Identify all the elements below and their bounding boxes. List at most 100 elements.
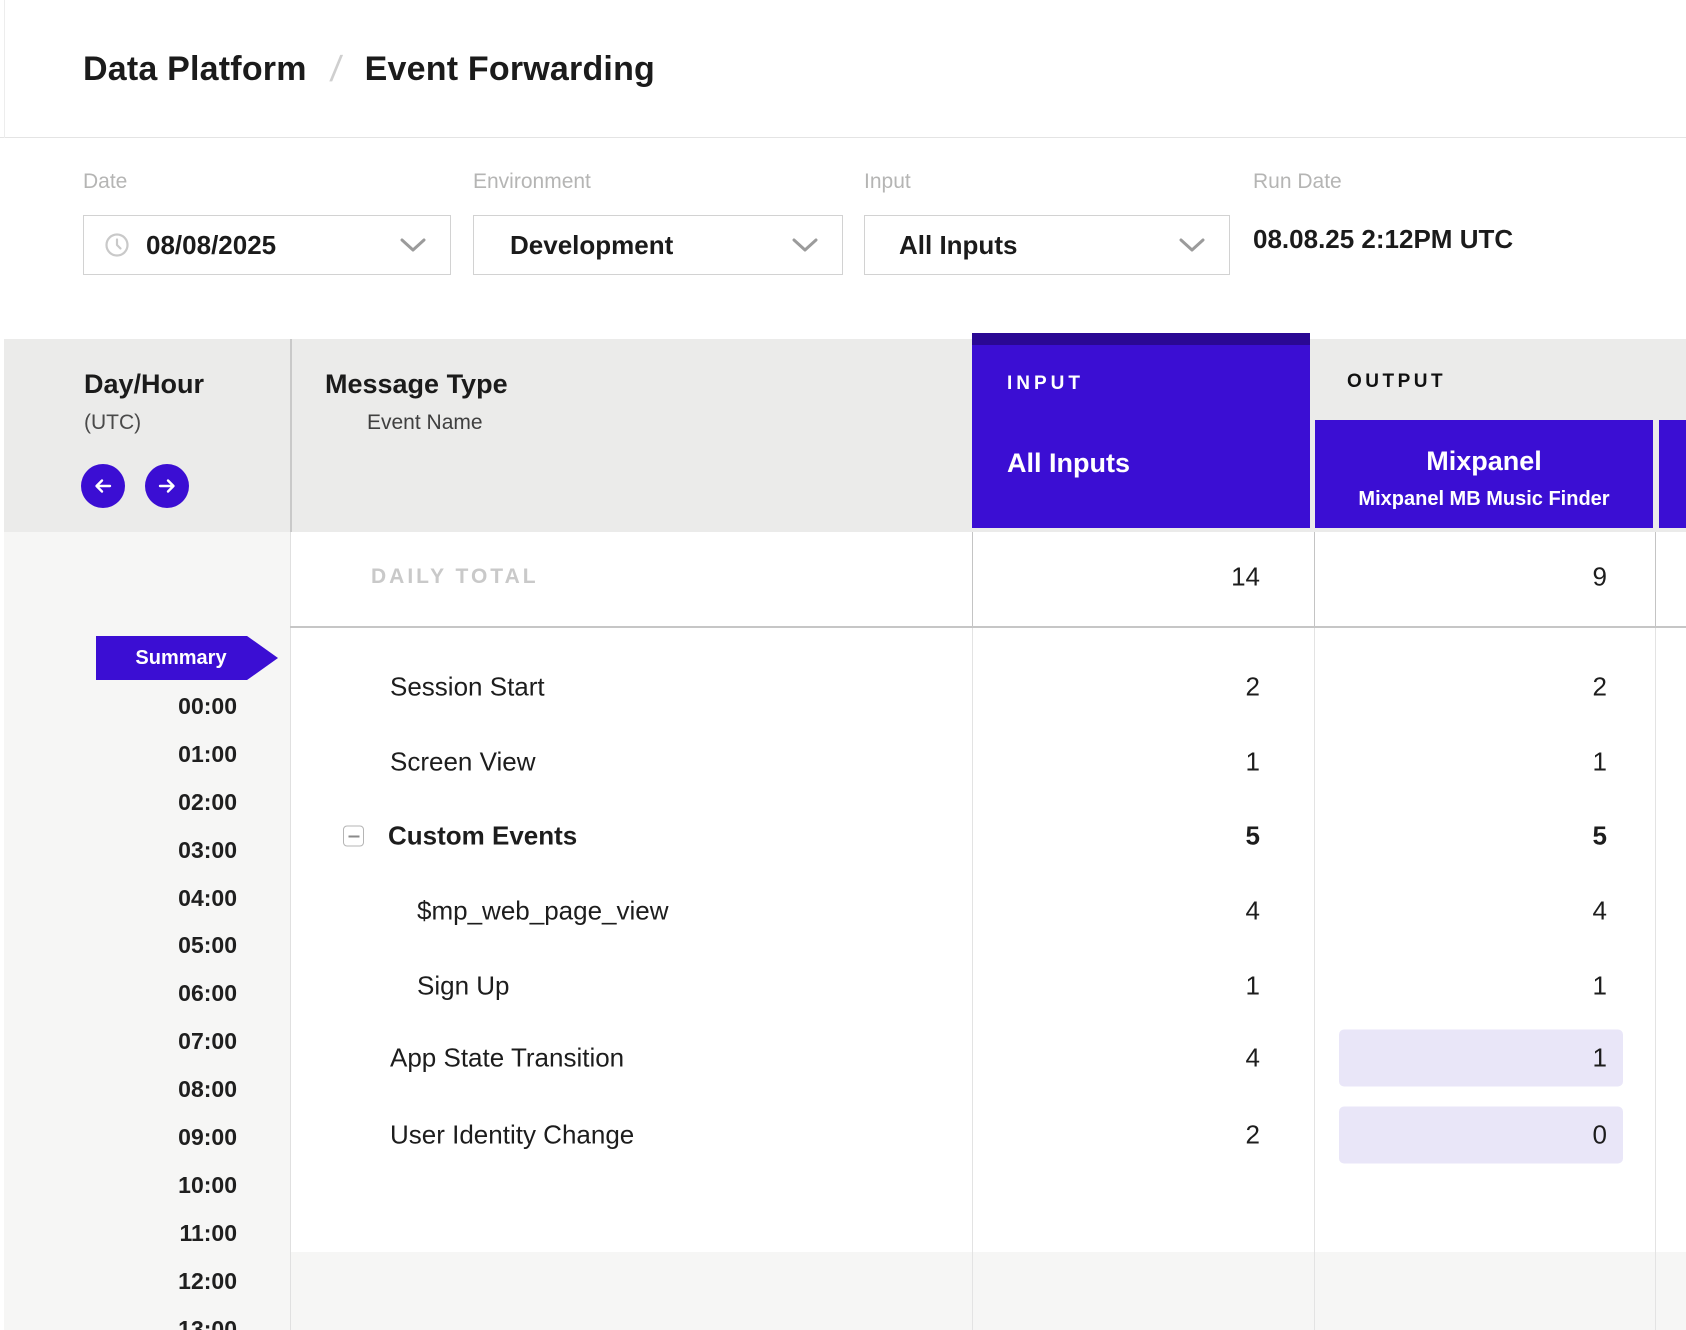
date-filter-label: Date [83,170,128,193]
input-dropdown[interactable]: All Inputs [864,215,1230,275]
day-hour-column-subtitle: (UTC) [84,411,142,434]
input-column-header: INPUT All Inputs [972,333,1310,528]
table-row-sign-up: Sign Up 1 1 [290,957,1686,1015]
message-type-column-title: Message Type [325,369,508,399]
output-column-name: Mixpanel [1426,446,1542,476]
event-group-name: Custom Events [388,820,578,851]
event-name: Sign Up [417,970,510,1001]
output-column-header: Mixpanel Mixpanel MB Music Finder [1315,420,1653,528]
hour-row-13[interactable]: 13:00 [178,1315,237,1330]
input-filter-label: Input [864,170,911,193]
chevron-down-icon [792,238,818,252]
message-type-column-subtitle: Event Name [367,411,483,434]
input-count: 2 [1245,671,1260,702]
collapse-icon[interactable] [343,825,364,847]
hour-row-06[interactable]: 06:00 [178,980,237,1007]
output-count-highlighted: 0 [1339,1106,1623,1164]
input-dropdown-value: All Inputs [899,229,1018,260]
next-output-column-header-partial [1659,420,1686,528]
date-dropdown-value: 08/08/2025 [146,229,277,260]
chevron-down-icon [400,238,426,252]
hours-list: 00:00 01:00 02:00 03:00 04:00 05:00 06:0… [4,683,237,1330]
environment-filter-label: Environment [473,170,591,193]
table-row-session-start: Session Start 2 2 [290,658,1686,716]
input-column-line [972,532,973,628]
day-hour-column: Summary 00:00 01:00 02:00 03:00 04:00 05… [4,532,290,1330]
hour-row-09[interactable]: 09:00 [178,1124,237,1151]
output-count: 4 [1592,895,1607,926]
clock-icon [105,233,129,257]
table-row-user-identity-change: User Identity Change 2 0 [290,1106,1686,1164]
daily-total-label: DAILY TOTAL [371,565,539,588]
next-day-button[interactable] [145,464,189,508]
header-column-divider [290,339,292,532]
summary-label: Summary [135,646,227,669]
run-date-label: Run Date [1253,170,1342,193]
date-dropdown[interactable]: 08/08/2025 [83,215,451,275]
hour-row-02[interactable]: 02:00 [178,788,237,815]
chevron-down-icon [1179,238,1205,252]
input-count: 2 [1245,1119,1260,1150]
daily-total-output-value: 9 [1592,561,1607,592]
event-name: Screen View [390,746,536,777]
table-row-app-state-transition: App State Transition 4 1 [290,1029,1686,1087]
hour-row-11[interactable]: 11:00 [179,1219,237,1246]
daily-total-input-value: 14 [1231,561,1260,592]
topbar: Data Platform / Event Forwarding [0,0,1686,138]
page-title: Event Forwarding [364,49,656,88]
hour-row-07[interactable]: 07:00 [178,1028,237,1055]
breadcrumb: Data Platform / Event Forwarding [83,0,655,138]
table-row-custom-events: Custom Events 5 5 [290,807,1686,865]
table-row-screen-view: Screen View 1 1 [290,733,1686,791]
hour-row-00[interactable]: 00:00 [178,693,237,719]
arrow-left-icon [95,479,112,493]
body-column-divider [290,532,291,1330]
hour-row-01[interactable]: 01:00 [178,740,237,767]
output-column-kicker: OUTPUT [1347,371,1447,392]
event-name: $mp_web_page_view [417,895,669,926]
output-count: 1 [1592,970,1607,1001]
input-count: 1 [1245,746,1260,777]
input-count: 4 [1245,1042,1260,1073]
day-hour-column-title: Day/Hour [84,369,205,399]
output-count: 5 [1592,820,1607,851]
next-column-line [1655,628,1656,1330]
run-date-value: 08.08.25 2:12PM UTC [1253,224,1514,254]
filter-bar: Date Environment Input Run Date 08/08/20… [0,138,1686,339]
daily-total-row: DAILY TOTAL 14 9 [290,548,1686,606]
hour-row-04[interactable]: 04:00 [178,884,237,911]
summary-row-selector[interactable]: Summary [96,636,278,680]
input-column-line [972,628,973,1330]
table-footer-area [291,1252,1686,1330]
table-row-mp-web-page-view: $mp_web_page_view 4 4 [290,882,1686,940]
hour-row-10[interactable]: 10:00 [178,1171,237,1198]
output-column-line [1314,628,1315,1330]
environment-dropdown[interactable]: Development [473,215,843,275]
input-column-kicker: INPUT [1007,373,1084,394]
output-count: 2 [1592,671,1607,702]
input-count: 4 [1245,895,1260,926]
output-count: 1 [1592,746,1607,777]
event-name: App State Transition [390,1042,625,1073]
next-column-line [1655,532,1656,628]
input-count: 1 [1245,970,1260,1001]
input-count: 5 [1245,820,1260,851]
daily-total-divider [290,626,1686,628]
hour-row-08[interactable]: 08:00 [178,1076,237,1103]
event-name: User Identity Change [390,1119,635,1150]
hour-row-12[interactable]: 12:00 [178,1267,237,1294]
input-column-header-accent [972,333,1310,345]
input-column-name: All Inputs [1007,448,1130,478]
breadcrumb-section[interactable]: Data Platform [83,49,307,88]
breadcrumb-separator: / [327,48,344,89]
arrow-right-icon [158,479,175,493]
output-column-subtitle: Mixpanel MB Music Finder [1358,488,1610,510]
output-column-line [1314,532,1315,628]
hour-row-05[interactable]: 05:00 [178,932,237,959]
hour-row-03[interactable]: 03:00 [178,836,237,863]
output-count-highlighted: 1 [1339,1029,1623,1087]
event-name: Session Start [390,671,545,702]
environment-dropdown-value: Development [510,229,674,260]
previous-day-button[interactable] [81,464,125,508]
